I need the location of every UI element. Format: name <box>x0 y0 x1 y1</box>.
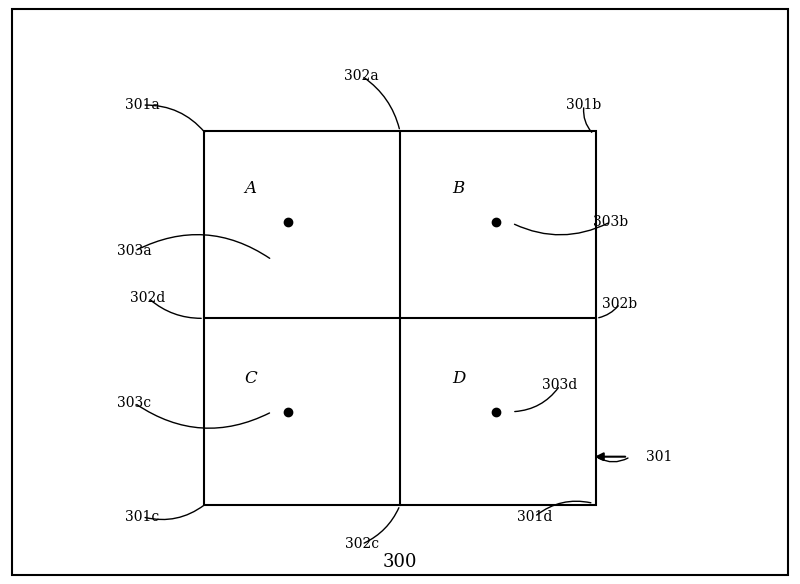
Text: A: A <box>244 180 256 197</box>
Text: 302a: 302a <box>344 69 379 83</box>
Text: 301b: 301b <box>566 98 602 112</box>
Bar <box>204 131 596 505</box>
Text: 301d: 301d <box>517 510 552 524</box>
Text: 302c: 302c <box>345 537 378 551</box>
Text: 301c: 301c <box>126 510 159 524</box>
Text: C: C <box>244 370 257 387</box>
Text: D: D <box>452 370 466 387</box>
Text: 303c: 303c <box>118 396 151 410</box>
Text: 303a: 303a <box>117 244 152 258</box>
Text: 301a: 301a <box>125 98 160 112</box>
Text: 302b: 302b <box>602 297 638 311</box>
Text: 302d: 302d <box>130 291 166 305</box>
Text: 301: 301 <box>646 450 673 464</box>
Text: 303d: 303d <box>542 378 578 392</box>
Text: B: B <box>452 180 464 197</box>
Text: 300: 300 <box>382 553 418 571</box>
Text: 303b: 303b <box>593 215 628 229</box>
